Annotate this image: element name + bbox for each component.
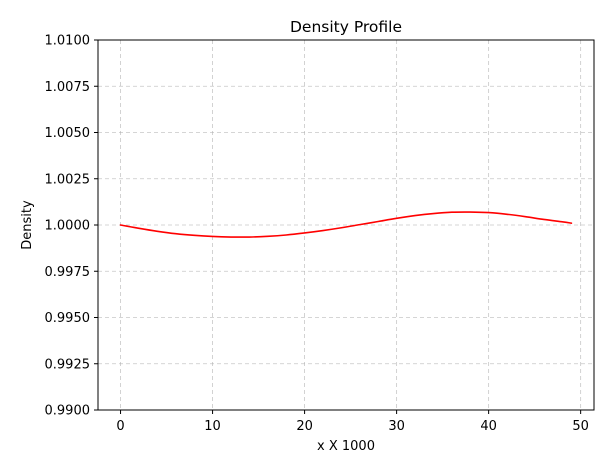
density-series-line [119,211,573,238]
x-tick-label: 0 [116,419,124,434]
y-tick-label: 0.9975 [45,265,91,280]
y-tick-label: 0.9900 [45,404,91,419]
x-tick-label: 20 [296,419,313,434]
x-tick-label: 30 [388,419,405,434]
x-tick-label: 40 [480,419,497,434]
y-tick-label: 1.0075 [45,80,91,95]
grid-lines [98,39,594,411]
y-tick-label: 1.0025 [45,172,91,187]
axis-ticks: 0 10 20 30 40 50 0.9900 0.9925 0.9950 0.9975 1.000… [45,34,589,435]
y-tick-label: 0.9925 [45,357,91,372]
y-tick-label: 1.0100 [45,34,91,49]
x-tick-label: 50 [572,419,589,434]
y-tick-label: 1.0050 [45,126,91,141]
y-tick-label: 0.9950 [45,311,91,326]
chart-title: Density Profile [290,18,402,36]
y-axis-label: Density [20,200,35,250]
y-tick-label: 1.0000 [45,219,91,234]
x-tick-label: 10 [204,419,221,434]
series-layer [119,211,573,238]
x-axis-label: x X 1000 [317,439,375,454]
